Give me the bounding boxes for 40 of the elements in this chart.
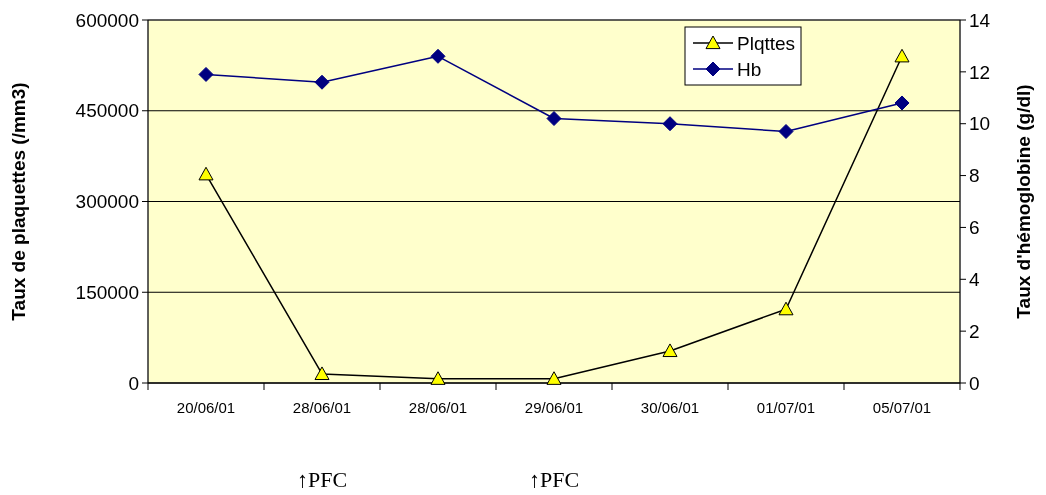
y2-tick-label: 0 <box>969 372 980 394</box>
point <box>198 166 214 181</box>
x-tick-label: 28/06/01 <box>408 399 468 416</box>
point <box>314 366 330 381</box>
point <box>198 66 214 82</box>
x-tick-label: 05/07/01 <box>872 399 932 416</box>
point <box>546 111 562 127</box>
y2-tick-label: 2 <box>969 320 980 342</box>
x-tick-label: 01/07/01 <box>756 399 816 416</box>
y-tick-label: 150000 <box>75 281 139 303</box>
x-tick-label: 30/06/01 <box>640 399 700 416</box>
point <box>662 116 678 132</box>
y-tick-label: 0 <box>128 372 139 394</box>
y2-tick-label: 14 <box>969 9 991 31</box>
x-tick-label: 29/06/01 <box>524 399 584 416</box>
y2-tick-label: 12 <box>969 61 991 83</box>
y2-tick-label: 8 <box>969 165 980 187</box>
y-tick-label: 600000 <box>75 9 139 31</box>
point <box>894 95 910 111</box>
point <box>894 48 910 63</box>
legend-label: Plqttes <box>737 32 796 54</box>
y2-tick-label: 6 <box>969 217 980 239</box>
y2-axis-title: Taux d'hémoglobine (g/dl) <box>1013 84 1034 319</box>
y-axis-title: Taux de plaquettes (/mm3) <box>8 82 29 321</box>
point <box>778 301 794 316</box>
text: ↑PFC <box>296 467 348 492</box>
point <box>546 371 562 385</box>
legend-label: Hb <box>737 58 762 80</box>
y2-tick-label: 4 <box>969 268 980 290</box>
x-tick-label: 20/06/01 <box>176 399 236 416</box>
y-tick-label: 300000 <box>75 191 139 213</box>
y-tick-label: 450000 <box>75 100 139 122</box>
y2-tick-label: 10 <box>969 113 991 135</box>
point <box>662 343 678 358</box>
point <box>314 74 330 90</box>
point <box>430 48 446 64</box>
x-tick-label: 28/06/01 <box>292 399 352 416</box>
text: ↑PFC <box>528 467 580 492</box>
point <box>778 123 794 139</box>
point <box>430 371 446 385</box>
